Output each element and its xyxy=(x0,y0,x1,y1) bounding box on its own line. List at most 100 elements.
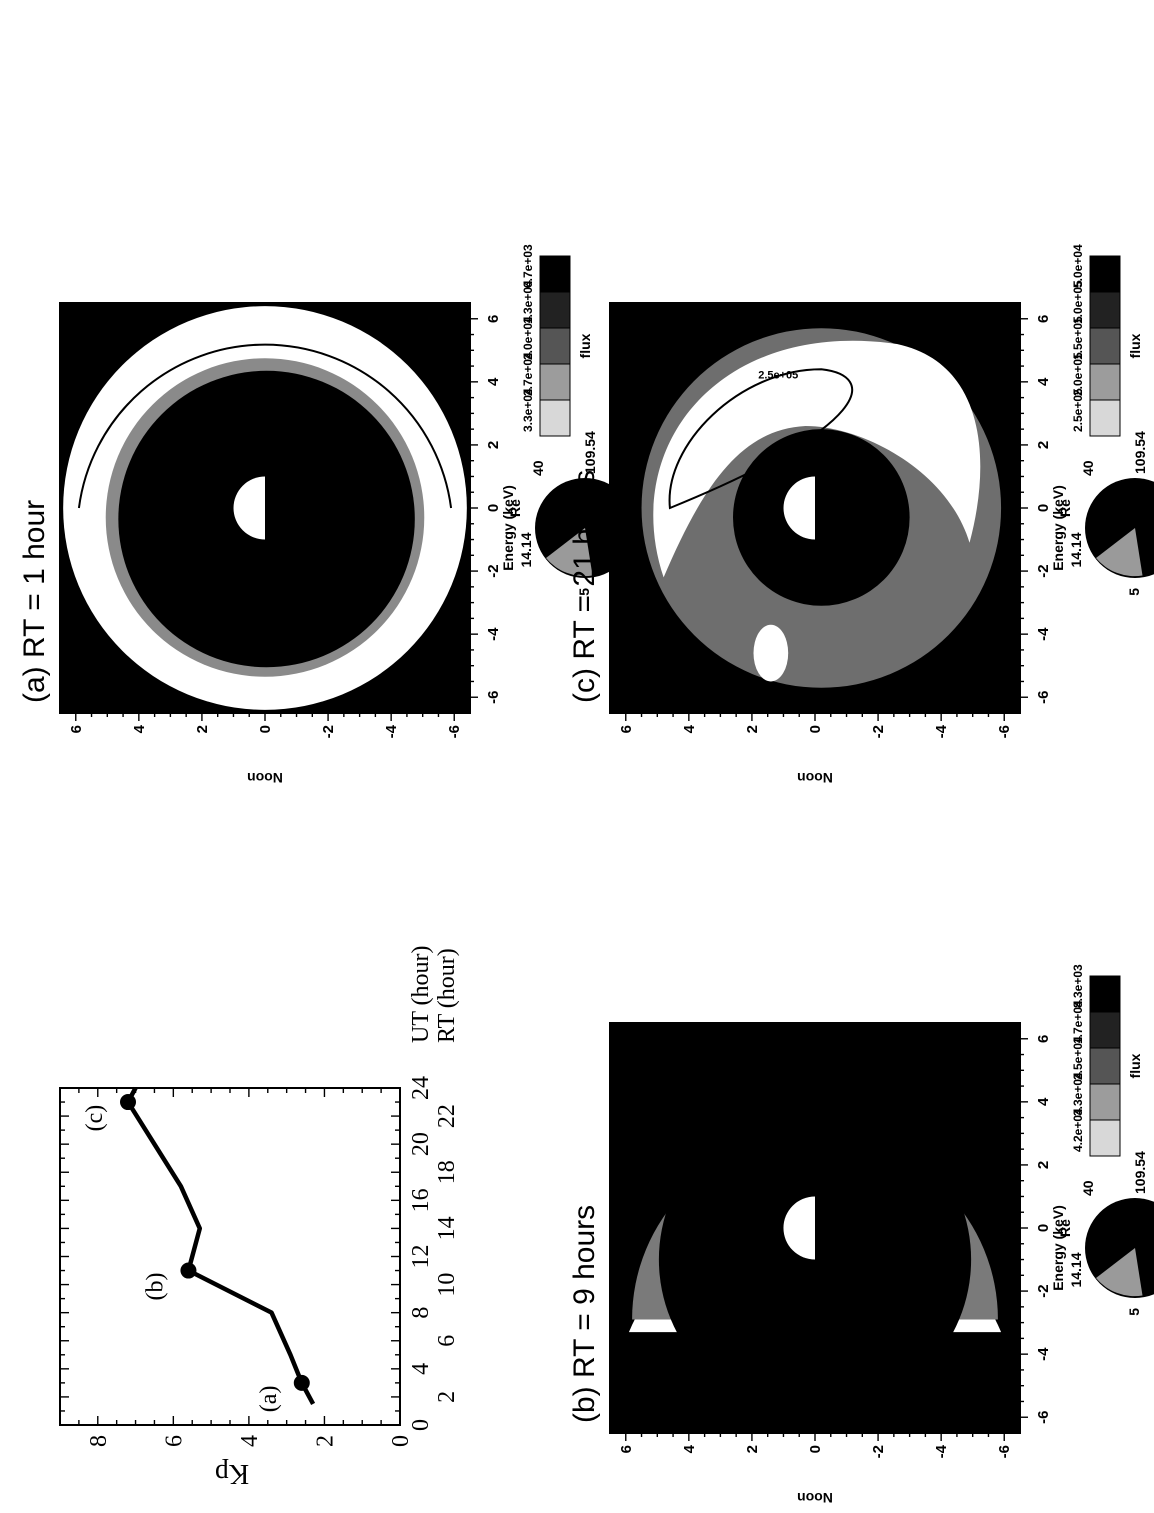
map-field: 2.13e+04 xyxy=(63,306,467,710)
kp-x-tick-label-ut: 8 xyxy=(408,1307,434,1319)
map-y-tick-label: 4 xyxy=(131,724,148,733)
energy-wedge xyxy=(1096,528,1143,577)
legend-value: 2.7e+04 xyxy=(521,352,535,396)
legend-value: 2.5e+04 xyxy=(1071,1036,1085,1080)
flux-contour xyxy=(650,1028,1003,1191)
legend-swatch xyxy=(1089,255,1121,293)
kp-y-tick-label: 0 xyxy=(388,1435,414,1447)
legend-swatch xyxy=(1089,327,1121,365)
energy-wedge xyxy=(546,528,593,577)
kp-x-tick-label-ut: 20 xyxy=(408,1132,434,1156)
kp-marker-label: (b) xyxy=(142,1273,168,1301)
kp-y-tick-label: 2 xyxy=(312,1435,338,1447)
map-xlabel: Re xyxy=(1057,499,1073,517)
kp-marker-point xyxy=(120,1094,136,1111)
energy-label: 109.54 xyxy=(1132,1151,1148,1194)
map-y-tick-label: 2 xyxy=(744,1445,761,1453)
kp-marker-label: (c) xyxy=(82,1105,108,1132)
earth-day-side xyxy=(783,476,815,540)
contour-label: 2.17e+04 xyxy=(670,1143,717,1155)
legend-value: 2.0e+04 xyxy=(521,316,535,360)
kp-y-tick-label: 4 xyxy=(237,1435,263,1447)
legend-swatch xyxy=(1089,1047,1121,1085)
legend-value: 4.2e+04 xyxy=(1071,1108,1085,1152)
map-ylabel: Noon xyxy=(797,1490,833,1506)
map-x-tick-label: -6 xyxy=(485,691,502,704)
map-y-tick-label: -4 xyxy=(933,1444,950,1458)
kp-x-tick-label-rt: 14 xyxy=(434,1216,460,1240)
map-y-tick-label: -4 xyxy=(933,724,950,738)
legend-value: 8.3e+03 xyxy=(1071,964,1085,1008)
kp-y-tick-label: 6 xyxy=(161,1435,187,1447)
legend-swatch xyxy=(1089,1011,1121,1049)
legend-value: 2.0e+05 xyxy=(1071,352,1085,396)
map-x-tick-label: -4 xyxy=(485,627,502,641)
map-x-tick-label: -6 xyxy=(1035,1411,1052,1424)
map-y-tick-label: 4 xyxy=(681,724,698,733)
legend-swatch xyxy=(539,399,571,437)
legend-swatch xyxy=(1089,1119,1121,1157)
map-y-tick-label: -2 xyxy=(870,725,887,738)
map-field: 2.17e+04 xyxy=(628,1028,1003,1416)
energy-label: 14.14 xyxy=(518,532,534,567)
map-y-tick-label: 0 xyxy=(807,1445,824,1453)
map-xlabel: Re xyxy=(1057,1219,1073,1237)
flux-map-panel-a: (a) RT = 1 hour 2.13e+04 -6 -6 -4 -4 -2 -2 0 0 2 2 4… xyxy=(18,244,656,786)
energy-label: 5 xyxy=(1126,1308,1142,1316)
energy-label: 14.14 xyxy=(1068,532,1084,567)
map-x-tick-label: 2 xyxy=(1035,441,1052,449)
map-title: (a) RT = 1 hour xyxy=(18,500,51,703)
energy-label: 40 xyxy=(530,460,546,476)
legend-swatch xyxy=(1089,399,1121,437)
kp-x-tick-label-rt: 18 xyxy=(434,1160,460,1184)
legend-swatch xyxy=(539,255,571,293)
map-xlabel: Re xyxy=(507,499,523,517)
map-y-tick-label: -2 xyxy=(870,1445,887,1458)
kp-marker-point xyxy=(293,1374,310,1391)
map-x-tick-label: 4 xyxy=(1035,1097,1052,1106)
kp-x-tick-label-rt: 10 xyxy=(434,1273,460,1297)
flux-inner-core xyxy=(733,429,910,606)
flux-map-panel-b: (b) RT = 9 hours 2.17e+04 -6 -6 -4 -4 -2 -2 0 0 2 2… xyxy=(568,964,1154,1506)
map-x-tick-label: -4 xyxy=(1035,627,1052,641)
kp-x-tick-label-ut: 0 xyxy=(408,1419,434,1431)
kp-x-tick-label-ut: 4 xyxy=(408,1363,434,1375)
legend-swatch xyxy=(539,327,571,365)
flux-contour xyxy=(668,368,854,510)
map-ylabel: Noon xyxy=(797,770,833,786)
legend-value: 5.0e+04 xyxy=(1071,244,1085,288)
legend-value: 1.3e+04 xyxy=(521,280,535,324)
legend-swatch xyxy=(1089,363,1121,401)
map-y-tick-label: 2 xyxy=(744,725,761,733)
legend-swatch xyxy=(539,363,571,401)
map-x-tick-label: 2 xyxy=(1035,1161,1052,1169)
kp-plot-frame xyxy=(59,1087,401,1426)
legend-value: 3.3e+04 xyxy=(1071,1072,1085,1116)
energy-title: Energy (keV) xyxy=(1050,1205,1066,1291)
kp-marker-point xyxy=(180,1262,197,1279)
map-y-tick-label: 0 xyxy=(257,725,274,733)
energy-label: 40 xyxy=(1080,460,1096,476)
legend-value: 1.0e+05 xyxy=(1071,280,1085,324)
energy-wedge xyxy=(1096,1248,1143,1297)
kp-series-line xyxy=(125,1086,316,1406)
legend-value: 1.7e+04 xyxy=(1071,1000,1085,1044)
map-y-tick-label: 2 xyxy=(194,725,211,733)
contour-label: 2.13e+04 xyxy=(416,322,463,334)
kp-y-tick-label: 8 xyxy=(86,1435,112,1447)
legend-value: 6.7e+03 xyxy=(521,244,535,288)
kp-x-tick-label-rt: 22 xyxy=(434,1104,460,1128)
map-x-tick-label: 6 xyxy=(1035,315,1052,323)
kp-ylabel: Kp xyxy=(215,1458,249,1489)
kp-xlabel-ut: UT (hour) xyxy=(408,945,434,1043)
map-x-tick-label: 0 xyxy=(1035,1224,1052,1232)
legend-swatch xyxy=(1089,291,1121,329)
map-title: (b) RT = 9 hours xyxy=(568,1205,601,1423)
kp-marker-label: (a) xyxy=(256,1386,282,1413)
contour-label: 2.5e+05 xyxy=(758,370,798,382)
kp-x-tick-label-rt: 2 xyxy=(434,1391,460,1403)
